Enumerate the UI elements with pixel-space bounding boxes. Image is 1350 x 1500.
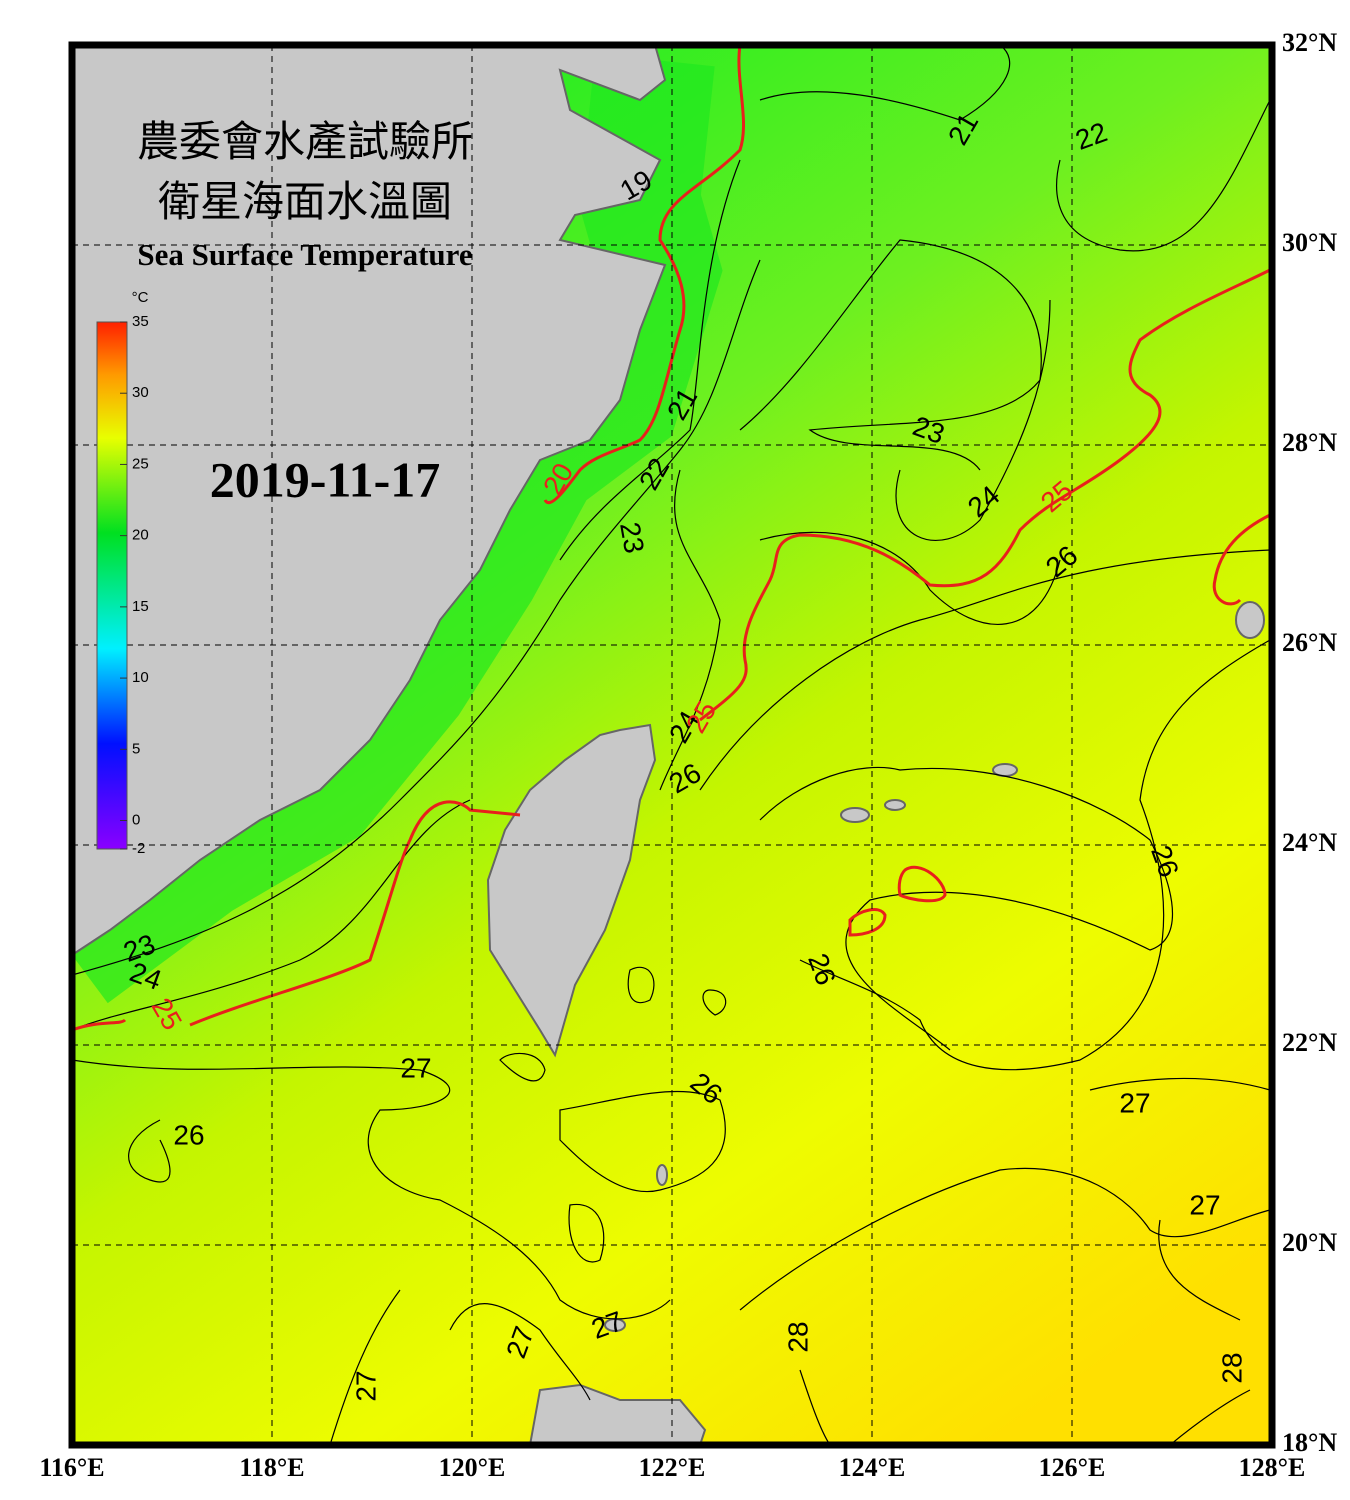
lon-tick-label: 128°E — [1239, 1453, 1306, 1482]
lat-tick-label: 24°N — [1282, 828, 1337, 857]
title-zh-2: 衛星海面水溫圖 — [158, 177, 452, 226]
grid — [72, 45, 1272, 1445]
lat-tick-label: 26°N — [1282, 628, 1337, 657]
contour-label: 27 — [400, 1052, 431, 1083]
colorbar-tick-label: 10 — [132, 669, 149, 686]
colorbar-tick-label: 25 — [132, 455, 149, 472]
lat-tick-label: 18°N — [1282, 1428, 1337, 1457]
lon-tick-label: 126°E — [1039, 1453, 1106, 1482]
title-zh-1: 農委會水產試驗所 — [137, 117, 473, 166]
colorbar-tick-label: 15 — [132, 598, 149, 615]
lon-tick-label: 122°E — [639, 1453, 706, 1482]
contour-label: 27 — [350, 1370, 381, 1401]
lon-tick-label: 118°E — [239, 1453, 304, 1482]
colorbar-tick-label: -2 — [132, 840, 145, 857]
map-frame — [68, 41, 1276, 1449]
colorbar-unit: °C — [132, 289, 149, 306]
contour-label: 28 — [1216, 1352, 1247, 1383]
mainland — [72, 45, 667, 957]
taiwan — [486, 723, 657, 1058]
lat-tick-label: 30°N — [1282, 228, 1337, 257]
axes: 116°E 118°E 120°E 122°E 124°E 126°E 128°E 32°N 3… — [39, 28, 1337, 1482]
colorbar-tick-label: 5 — [132, 740, 140, 757]
colorbar — [96, 321, 128, 850]
lat-tick-label: 20°N — [1282, 1228, 1337, 1257]
contour-lines — [72, 45, 1271, 1445]
colorbar-tick-label: 20 — [132, 527, 149, 544]
lat-tick-label: 28°N — [1282, 428, 1337, 457]
lon-tick-label: 124°E — [839, 1453, 906, 1482]
islands — [604, 601, 1265, 1332]
lon-tick-label: 116°E — [39, 1453, 104, 1482]
date: 2019-11-17 — [210, 451, 441, 507]
lat-tick-label: 22°N — [1282, 1028, 1337, 1057]
title-en: Sea Surface Temperature — [137, 237, 472, 272]
lon-tick-label: 120°E — [439, 1453, 506, 1482]
contour-label: 27 — [1189, 1189, 1220, 1220]
coastal-water — [72, 53, 723, 1004]
colorbar-tick-label: 0 — [132, 811, 140, 828]
colorbar-tick-label: 35 — [132, 313, 149, 330]
contour-label: 28 — [782, 1321, 813, 1352]
lat-tick-label: 32°N — [1282, 28, 1337, 57]
highlight-contours — [72, 45, 1271, 1032]
colorbar-tick-label: 30 — [132, 384, 149, 401]
contour-label: 23 — [614, 520, 650, 556]
contour-label: 26 — [173, 1119, 204, 1150]
contour-label: 27 — [1119, 1087, 1150, 1118]
